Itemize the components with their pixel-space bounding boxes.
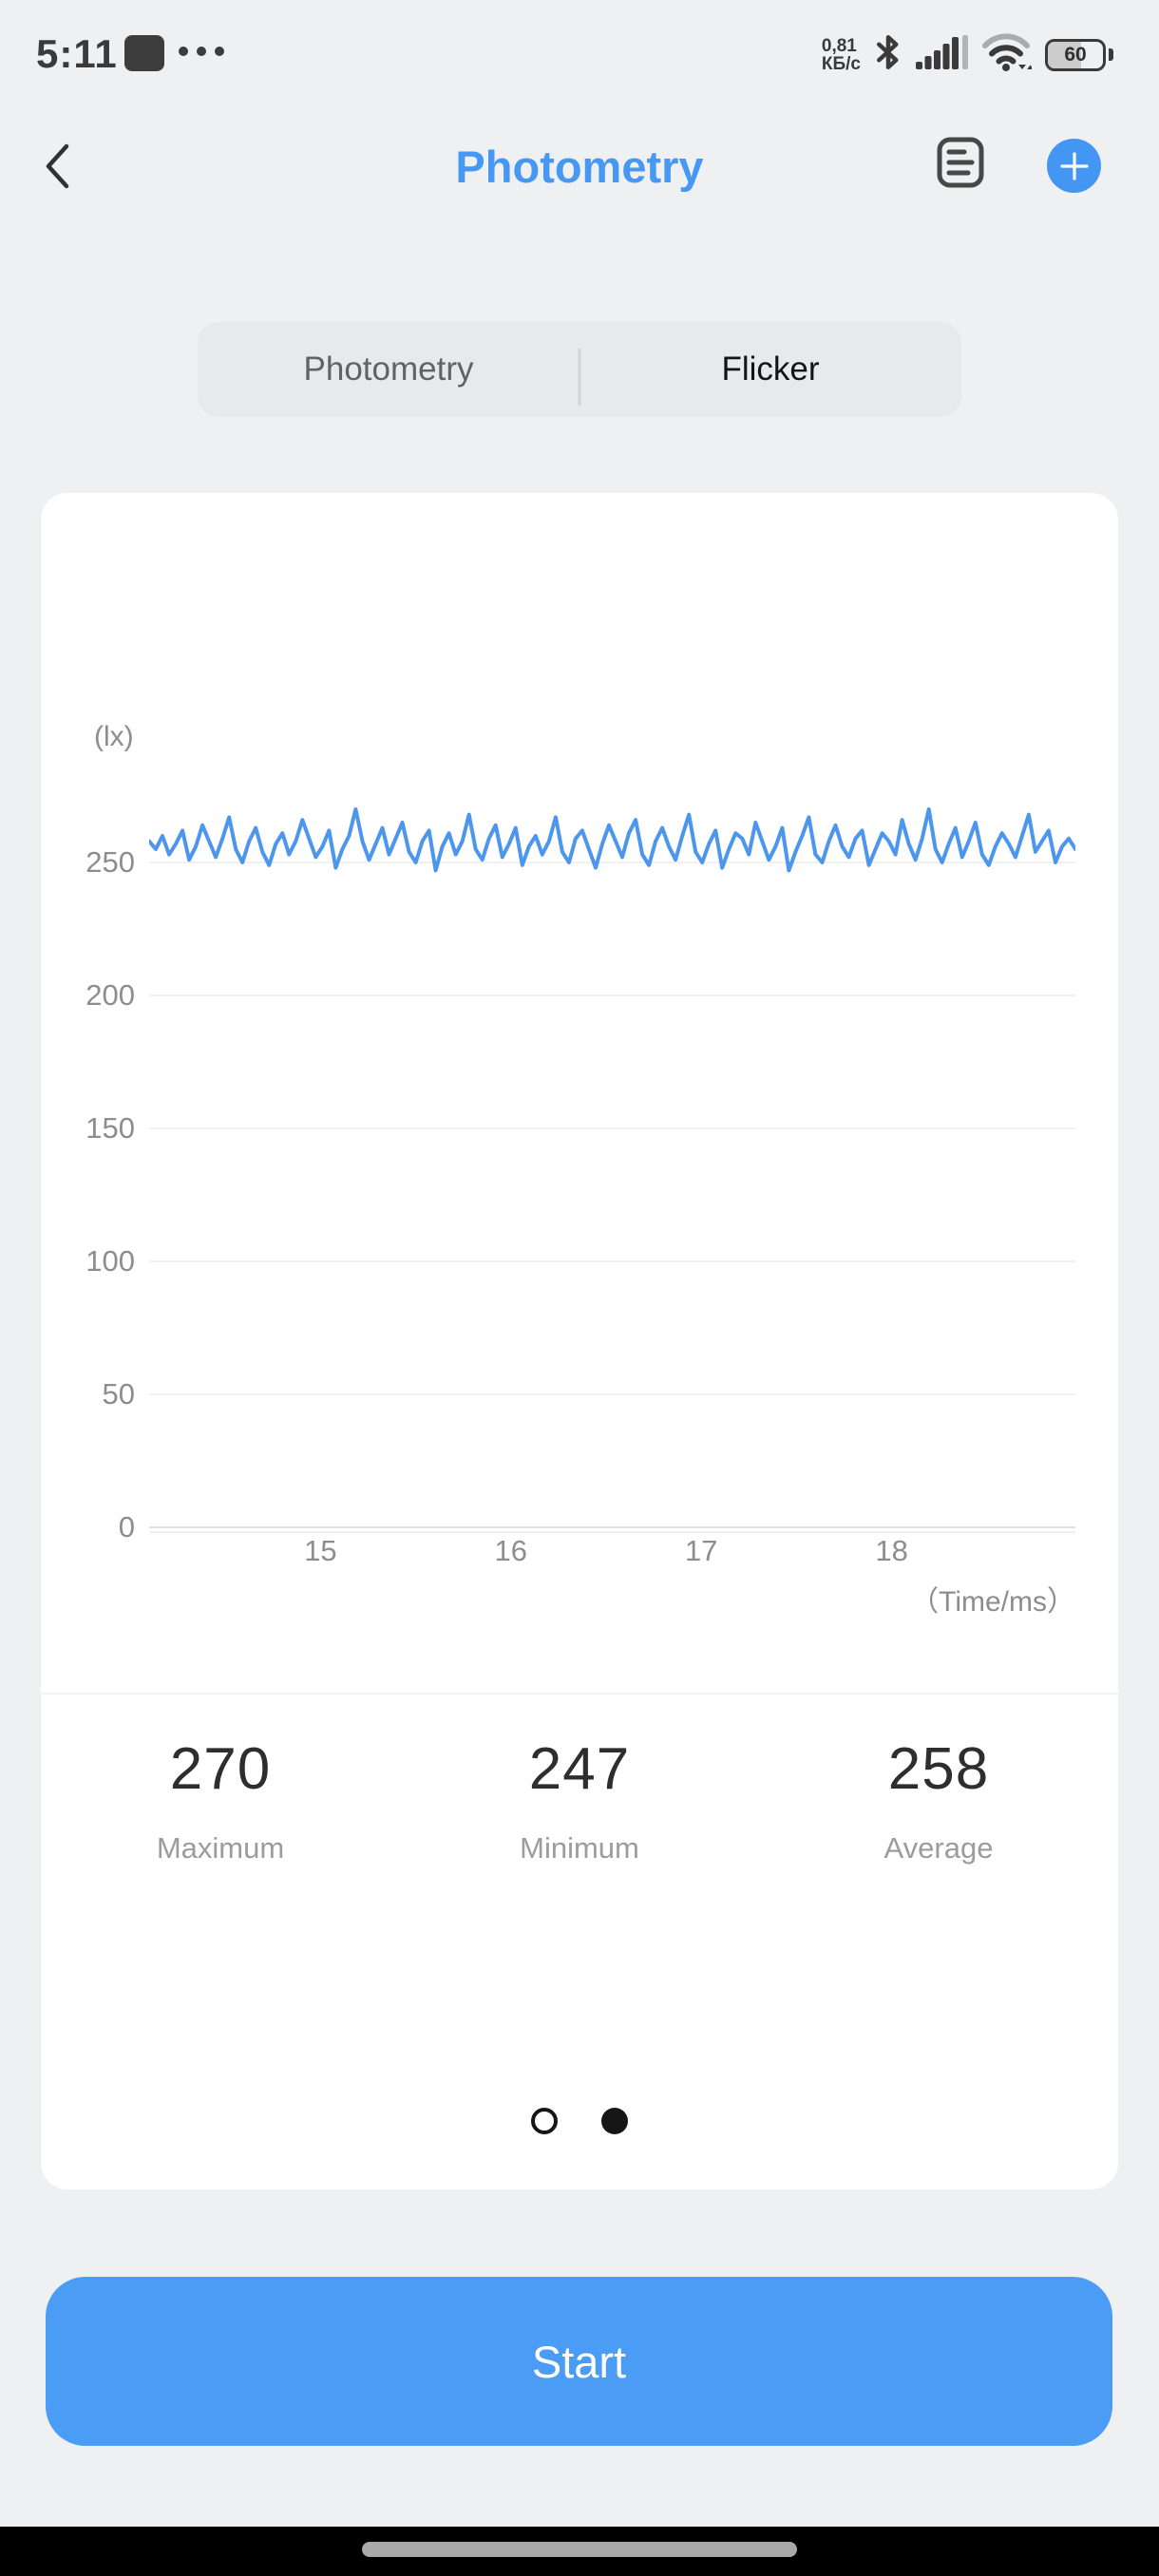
back-button[interactable] [28,133,86,199]
start-button[interactable]: Start [46,2277,1112,2446]
battery-fill [1048,41,1081,68]
gridline-row: 0 [41,1510,1118,1544]
status-bar: 5:11 0,81 КБ/с [0,0,1159,104]
y-tick-label: 0 [118,1510,135,1544]
tab-divider [578,349,581,406]
wifi-icon [982,33,1034,76]
y-axis-unit-label: (lx) [94,721,134,752]
x-tick-label: 16 [494,1534,528,1567]
clock: 5:11 [36,31,118,76]
y-tick-label: 50 [102,1377,135,1411]
x-tick-label: 17 [684,1534,718,1567]
x-tick-label: 18 [875,1534,908,1567]
tab-flicker[interactable]: Flicker [721,350,820,388]
signal-bars-icon [916,35,969,74]
y-tick-label: 100 [86,1244,135,1278]
gridline-row: 250 [41,845,1118,880]
network-speed: 0,81 КБ/с [822,37,861,73]
network-speed-value: 0,81 [821,35,857,56]
bluetooth-icon [874,32,902,77]
records-button[interactable] [935,136,986,189]
battery-icon: 60 [1045,38,1113,71]
mode-tabs: Photometry Flicker [198,322,961,417]
minimum-label: Minimum [520,1831,639,1865]
minimum-value: 247 [528,1736,631,1802]
stats-row: 270 Maximum 247 Minimum 258 Average [41,1735,1118,1866]
battery-percentage: 60 [1064,43,1087,66]
gridline-row: 150 [41,1111,1118,1146]
maximum-label: Maximum [156,1831,285,1865]
more-dots-icon [179,47,224,56]
y-tick-label: 250 [86,845,135,879]
y-tick-label: 200 [86,978,135,1012]
gridline [149,1393,1075,1395]
flicker-result-card: (lx) 250 200 150 100 50 0 15 16 17 18 （Time/ms） … [41,493,1118,2189]
card-divider [41,1693,1118,1695]
header: Photometry [0,123,1159,209]
stat-average: 258 Average [759,1735,1118,1866]
page-title: Photometry [455,141,704,192]
add-button[interactable] [1047,139,1101,193]
flicker-line-svg [149,807,1075,873]
plus-icon [1059,151,1089,180]
gridline [149,862,1075,863]
flicker-line [149,807,1075,873]
pager [41,2108,1118,2134]
gridline [149,994,1075,996]
pager-dot[interactable] [531,2108,558,2134]
x-axis-label: （Time/ms） [910,1586,1075,1618]
maximum-value: 270 [169,1736,272,1802]
document-list-icon [937,137,984,188]
network-speed-unit: КБ/с [821,53,861,74]
gridline [149,1260,1075,1262]
stat-minimum: 247 Minimum [400,1735,759,1866]
gridline-row: 100 [41,1244,1118,1279]
y-tick-label: 150 [86,1111,135,1145]
stat-maximum: 270 Maximum [41,1735,400,1866]
pager-dot-active[interactable] [601,2108,628,2134]
average-label: Average [884,1831,994,1865]
chevron-left-icon [46,143,69,189]
gridline [149,1127,1075,1129]
average-value: 258 [887,1736,990,1802]
x-tick-label: 15 [304,1534,337,1567]
system-navbar [0,2527,1159,2576]
screenshot-square-icon [124,35,164,71]
tab-photometry[interactable]: Photometry [303,350,474,388]
gridline [149,1526,1075,1528]
gesture-handle[interactable] [362,2542,797,2557]
gridline-row: 200 [41,978,1118,1013]
gridline-row: 50 [41,1377,1118,1411]
